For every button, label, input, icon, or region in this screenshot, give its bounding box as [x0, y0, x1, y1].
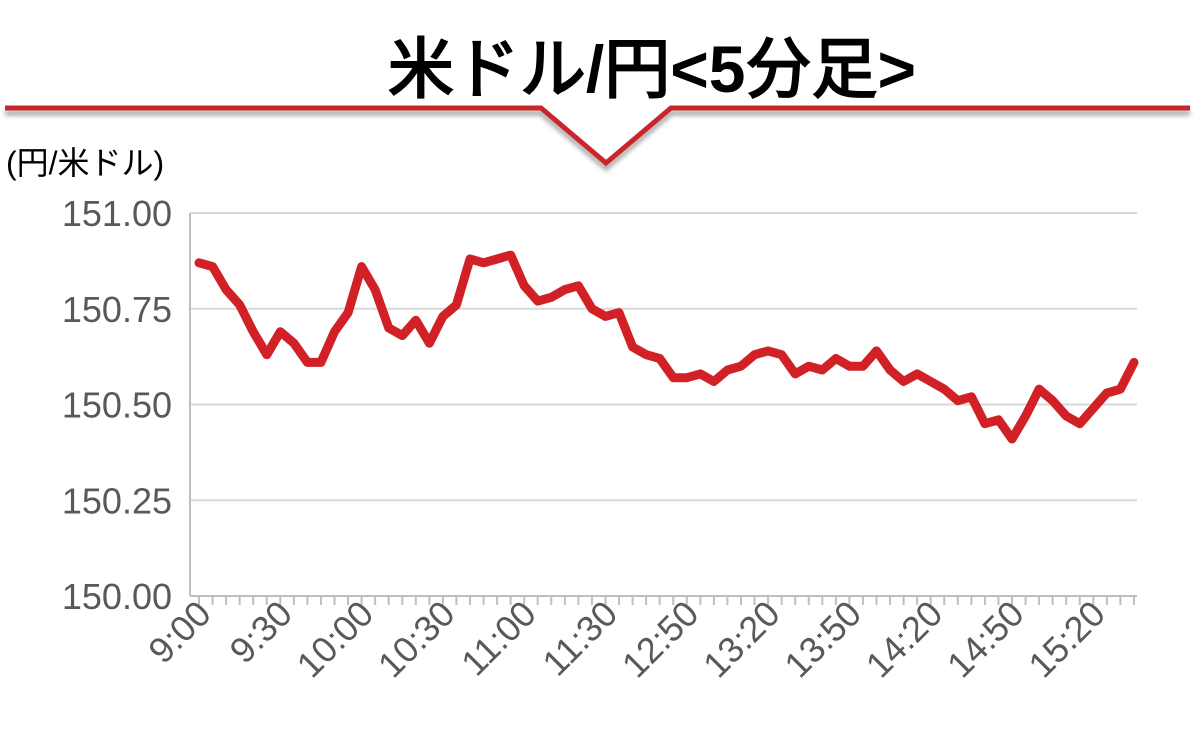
y-tick-label: 150.25: [62, 480, 172, 521]
y-tick-label: 150.00: [62, 576, 172, 617]
data-point: [723, 366, 732, 375]
data-point: [967, 392, 976, 401]
data-point: [682, 373, 691, 382]
data-point: [506, 251, 515, 260]
data-point: [1048, 396, 1057, 405]
x-tick-label: 11:00: [453, 593, 544, 684]
data-point: [398, 331, 407, 340]
data-point: [560, 285, 569, 294]
data-point: [791, 369, 800, 378]
x-tick-label: 10:30: [370, 593, 463, 686]
data-point: [316, 358, 325, 367]
data-point: [249, 327, 258, 336]
data-point: [1089, 404, 1098, 413]
axes: [189, 213, 1137, 605]
data-point: [1035, 385, 1044, 394]
data-point: [709, 377, 718, 386]
data-point: [994, 415, 1003, 424]
data-point: [696, 369, 705, 378]
data-point: [262, 350, 271, 359]
data-point: [1116, 385, 1125, 394]
x-tick-label: 9:30: [221, 593, 300, 672]
data-point: [384, 323, 393, 332]
title-banner-line: [5, 105, 1190, 167]
x-tick-label: 15:20: [1020, 593, 1113, 686]
data-point: [926, 377, 935, 386]
data-point: [737, 362, 746, 371]
data-point: [764, 346, 773, 355]
data-point: [357, 262, 366, 271]
data-point: [520, 281, 529, 290]
x-tick-label: 13:50: [776, 593, 869, 686]
data-point: [371, 285, 380, 294]
data-point: [615, 308, 624, 317]
data-point: [886, 366, 895, 375]
x-tick-label: 13:20: [695, 593, 788, 686]
data-point: [818, 366, 827, 375]
data-point: [1075, 419, 1084, 428]
x-tick-label: 14:20: [858, 593, 951, 686]
x-tick-label: 12:50: [614, 593, 707, 686]
data-point: [276, 327, 285, 336]
data-point: [642, 350, 651, 359]
data-point: [872, 346, 881, 355]
data-point: [1008, 434, 1017, 443]
data-point: [899, 377, 908, 386]
x-tick-labels: 9:00 9:3010:0010:3011:0011:3012:5013:2013…: [140, 593, 1113, 686]
data-point: [628, 343, 637, 352]
data-point: [858, 362, 867, 371]
data-point: [777, 350, 786, 359]
data-point: [940, 385, 949, 394]
data-point: [587, 304, 596, 313]
data-point: [344, 308, 353, 317]
data-point: [303, 358, 312, 367]
data-point: [669, 373, 678, 382]
data-point: [195, 258, 204, 267]
data-point: [289, 339, 298, 348]
y-tick-labels: 151.00 150.75 150.50 150.25 150.00: [62, 193, 172, 617]
data-point: [574, 281, 583, 290]
x-tick-label: 14:50: [939, 593, 1032, 686]
data-point: [452, 300, 461, 309]
data-point: [330, 327, 339, 336]
data-point: [750, 350, 759, 359]
data-point: [547, 293, 556, 302]
data-point: [980, 419, 989, 428]
y-tick-label: 150.75: [62, 289, 172, 330]
data-point: [438, 312, 447, 321]
data-point: [1102, 389, 1111, 398]
data-point: [601, 312, 610, 321]
data-point: [655, 354, 664, 363]
series-line: [194, 250, 1139, 444]
series-layer: [194, 250, 1139, 444]
data-point: [208, 262, 217, 271]
data-point: [845, 362, 854, 371]
data-point: [913, 369, 922, 378]
data-point: [466, 254, 475, 263]
data-point: [411, 316, 420, 325]
y-tick-label: 151.00: [62, 193, 172, 234]
data-point: [222, 285, 231, 294]
data-point: [1129, 358, 1138, 367]
data-point: [235, 300, 244, 309]
data-point: [479, 258, 488, 267]
y-tick-label: 150.50: [62, 385, 172, 426]
x-tick-label: 10:00: [289, 593, 382, 686]
data-point: [831, 354, 840, 363]
data-point: [533, 297, 542, 306]
x-tick-label: 11:30: [534, 593, 625, 684]
data-point: [493, 254, 502, 263]
data-point: [425, 339, 434, 348]
data-point: [953, 396, 962, 405]
y-axis-unit-label: (円/米ドル): [6, 145, 164, 181]
chart-title: 米ドル/円<5分足>: [388, 32, 916, 106]
data-point: [1062, 411, 1071, 420]
data-point: [804, 362, 813, 371]
data-point: [1021, 411, 1030, 420]
